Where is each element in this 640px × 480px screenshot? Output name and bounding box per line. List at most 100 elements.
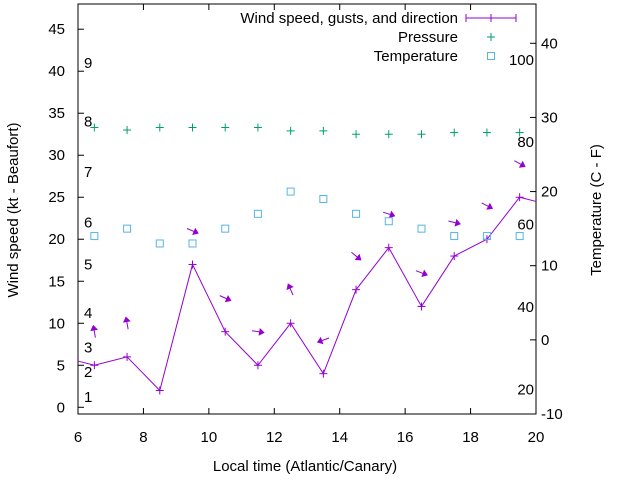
wind-direction-arrowhead [486, 202, 494, 210]
fahrenheit-label: 60 [517, 217, 534, 234]
x-axis-label: Local time (Atlantic/Canary) [213, 458, 397, 475]
beaufort-label: 8 [84, 114, 92, 131]
wind-direction-arrowhead [316, 336, 324, 345]
pressure-point [188, 123, 197, 132]
beaufort-label: 6 [84, 214, 92, 231]
fahrenheit-label: 40 [517, 299, 534, 316]
wind-direction-arrowhead [286, 283, 294, 291]
temperature-point [253, 209, 262, 218]
legend: Wind speed, gusts, and direction Pressur… [240, 10, 517, 65]
wind-direction-arrowhead [454, 218, 461, 227]
temperature-point [286, 187, 295, 196]
fahrenheit-label: 20 [517, 381, 534, 398]
wind-direction-arrowhead [258, 327, 265, 336]
wind-direction-arrowhead [518, 160, 526, 168]
temperature-point [221, 224, 230, 233]
pressure-point [221, 123, 230, 132]
wind-direction-arrowhead [388, 210, 396, 219]
wind-speed-point [90, 361, 99, 370]
pressure-point [352, 130, 361, 139]
y2-tick-label: 0 [541, 332, 549, 349]
wind-speed-point [515, 193, 524, 202]
beaufort-label: 3 [84, 340, 92, 357]
y2-axis-label: Temperature (C - F) [588, 144, 605, 276]
y-tick-label: 15 [48, 273, 65, 290]
legend-label-wind: Wind speed, gusts, and direction [240, 10, 458, 27]
wind-direction-arrowhead [90, 324, 99, 332]
y2-tick-label: -10 [541, 406, 563, 423]
pressure-point [286, 126, 295, 135]
beaufort-label: 1 [84, 389, 92, 406]
y-tick-label: 25 [48, 189, 65, 206]
wind-speed-point [384, 243, 393, 252]
pressure-point [90, 123, 99, 132]
pressure-point [515, 128, 524, 137]
pressure-point [384, 130, 393, 139]
wind-direction-arrowhead [224, 294, 232, 303]
wind-speed-point [319, 369, 328, 378]
x-tick-label: 6 [74, 429, 82, 446]
pressure-point [123, 126, 132, 135]
temperature-point [417, 224, 426, 233]
pressure-point [253, 123, 262, 132]
chart-marks [77, 123, 537, 395]
x-tick-label: 16 [397, 429, 414, 446]
x-tick-label: 18 [462, 429, 479, 446]
beaufort-label: 2 [84, 364, 92, 381]
fahrenheit-label: 80 [517, 134, 534, 151]
wind-direction-arrowhead [354, 253, 362, 261]
y-tick-label: 20 [48, 231, 65, 248]
y-tick-label: 45 [48, 21, 65, 38]
wind-speed-point [417, 302, 426, 311]
wind-direction-arrowhead [192, 227, 199, 236]
y-axis-label: Wind speed (kt - Beaufort) [5, 122, 22, 297]
x-tick-label: 20 [528, 429, 545, 446]
beaufort-label: 5 [84, 256, 92, 273]
legend-label-pressure: Pressure [398, 29, 458, 46]
axes: 6 8 10 12 14 16 18 20051015202530354045-1001020… [48, 3, 563, 446]
temperature-point [188, 239, 197, 248]
wind-speed-point [123, 352, 132, 361]
y-tick-label: 0 [57, 399, 65, 416]
wind-direction-arrowhead [122, 316, 131, 323]
x-tick-label: 8 [139, 429, 147, 446]
y2-tick-label: 10 [541, 258, 558, 275]
beaufort-label: 4 [84, 305, 92, 322]
temperature-point [123, 224, 132, 233]
wind-direction-arrowhead [421, 269, 428, 278]
pressure-point [155, 123, 164, 132]
wind-speed-point [188, 260, 197, 269]
wind-speed-point [155, 386, 164, 395]
wind-speed-point [450, 252, 459, 261]
legend-label-temperature: Temperature [374, 48, 458, 65]
wind-speed-point [352, 285, 361, 294]
y-tick-label: 35 [48, 105, 65, 122]
temperature-point [155, 239, 164, 248]
temperature-point [482, 232, 491, 241]
wind-speed-line [77, 196, 537, 392]
beaufort-label: 7 [84, 164, 92, 181]
y2-tick-label: 30 [541, 109, 558, 126]
y2-tick-label: 20 [541, 184, 558, 201]
y-tick-label: 40 [48, 63, 65, 80]
temperature-point [515, 232, 524, 241]
temperature-point [90, 232, 99, 241]
y2-tick-label: 40 [541, 35, 558, 52]
plot-border [77, 3, 537, 415]
wind-speed-point [253, 361, 262, 370]
x-tick-label: 12 [266, 429, 283, 446]
pressure-point [417, 130, 426, 139]
legend-swatch-temperature [487, 52, 495, 60]
fahrenheit-label: 100 [509, 52, 534, 69]
y-tick-label: 30 [48, 147, 65, 164]
pressure-point [482, 128, 491, 137]
y-tick-label: 10 [48, 315, 65, 332]
pressure-point [450, 128, 459, 137]
temperature-point [450, 232, 459, 241]
x-tick-label: 14 [331, 429, 348, 446]
temperature-point [319, 194, 328, 203]
pressure-point [319, 126, 328, 135]
wind-speed-point [221, 327, 230, 336]
temperature-point [384, 217, 393, 226]
